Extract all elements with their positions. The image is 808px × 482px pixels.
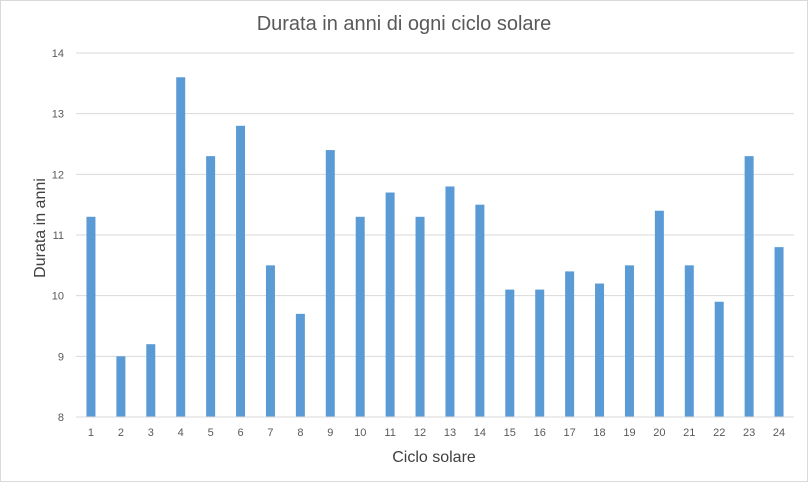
x-tick-label: 8 xyxy=(297,427,303,439)
x-tick-label: 23 xyxy=(743,427,755,439)
y-tick-label: 11 xyxy=(53,230,64,242)
y-tick-label: 8 xyxy=(58,412,64,424)
bar-ciclo-2 xyxy=(116,356,126,417)
bar-ciclo-12 xyxy=(415,216,425,417)
x-tick-label: 11 xyxy=(384,427,395,439)
x-axis-title: Ciclo solare xyxy=(392,449,476,466)
x-axis-ticks: 1 2 3 4 5 6 7 8 9 10 11 12 13 14 15 16 17 18 19 20 21 22 23 24 xyxy=(88,427,785,439)
grid-lines xyxy=(76,52,794,357)
y-tick-label: 12 xyxy=(52,169,64,181)
bar-ciclo-13 xyxy=(445,186,455,417)
bar-ciclo-4 xyxy=(176,77,186,418)
x-tick-label: 7 xyxy=(267,427,273,439)
x-tick-label: 17 xyxy=(564,427,576,439)
y-axis-title: Durata in anni xyxy=(32,178,49,278)
x-tick-label: 21 xyxy=(683,427,695,439)
bar-ciclo-21 xyxy=(684,265,694,417)
bar-ciclo-14 xyxy=(475,204,485,417)
y-tick-label: 13 xyxy=(52,109,64,121)
bar-ciclo-18 xyxy=(595,283,605,417)
bar-ciclo-10 xyxy=(355,216,365,417)
bar-ciclo-8 xyxy=(295,313,305,417)
x-tick-label: 15 xyxy=(504,427,516,439)
x-tick-label: 16 xyxy=(534,427,546,439)
x-tick-label: 5 xyxy=(208,427,214,439)
x-tick-label: 24 xyxy=(773,427,785,439)
bar-ciclo-19 xyxy=(624,265,634,417)
x-tick-label: 2 xyxy=(118,427,124,439)
y-tick-label: 10 xyxy=(52,291,64,303)
bar-ciclo-1 xyxy=(86,216,96,417)
chart-title: Durata in anni di ogni ciclo solare xyxy=(257,13,552,35)
x-tick-label: 6 xyxy=(237,427,243,439)
x-tick-label: 20 xyxy=(653,427,665,439)
bars xyxy=(86,77,784,418)
bar-ciclo-11 xyxy=(385,192,395,417)
y-axis-ticks: 8 9 10 11 12 13 14 xyxy=(52,48,64,424)
x-tick-label: 3 xyxy=(148,427,154,439)
y-tick-label: 14 xyxy=(52,48,64,60)
bar-ciclo-20 xyxy=(654,210,664,417)
x-tick-label: 13 xyxy=(444,427,456,439)
x-tick-label: 14 xyxy=(474,427,486,439)
x-tick-label: 9 xyxy=(327,427,333,439)
bar-ciclo-16 xyxy=(535,289,545,417)
bar-ciclo-5 xyxy=(206,156,216,417)
bar-ciclo-7 xyxy=(265,265,275,417)
bar-ciclo-9 xyxy=(325,150,335,418)
bar-ciclo-15 xyxy=(505,289,515,417)
bar-ciclo-22 xyxy=(714,301,724,417)
bar-ciclo-6 xyxy=(236,125,246,418)
bar-ciclo-3 xyxy=(146,344,156,417)
bar-ciclo-24 xyxy=(774,247,784,417)
y-tick-label: 9 xyxy=(58,351,64,363)
x-tick-label: 4 xyxy=(178,427,184,439)
bar-ciclo-23 xyxy=(744,156,754,417)
x-tick-label: 12 xyxy=(414,427,426,439)
x-tick-label: 22 xyxy=(713,427,725,439)
x-tick-label: 1 xyxy=(88,427,94,439)
x-tick-label: 18 xyxy=(593,427,605,439)
x-tick-label: 19 xyxy=(623,427,635,439)
x-tick-label: 10 xyxy=(354,427,366,439)
bar-ciclo-17 xyxy=(565,271,575,417)
